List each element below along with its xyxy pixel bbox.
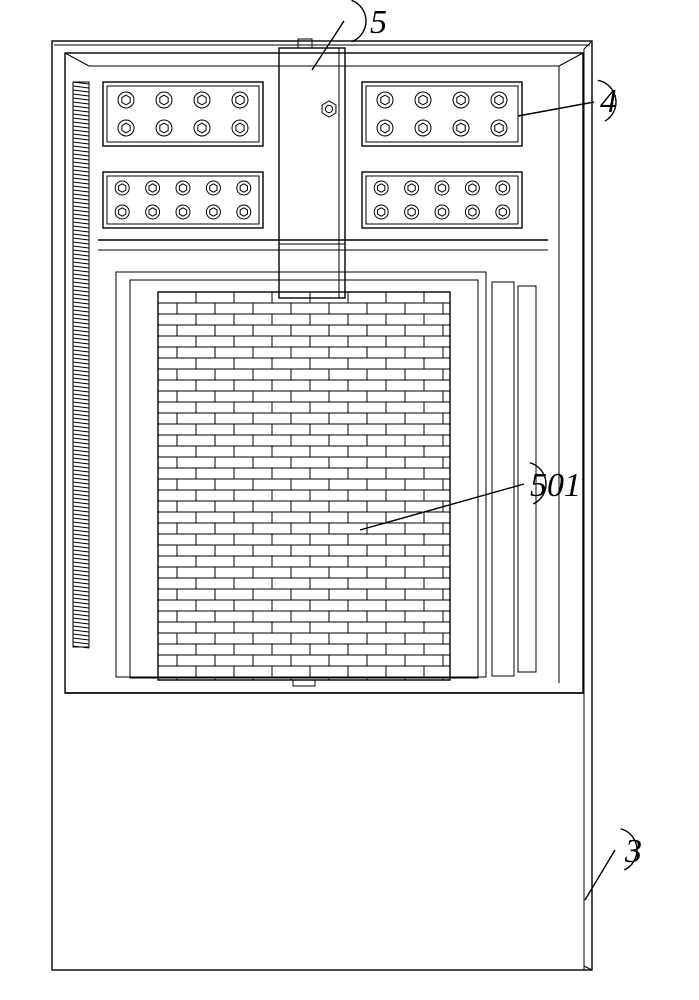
callout-label: 3 <box>624 833 642 870</box>
callout-label: 4 <box>600 83 617 120</box>
callout-label: 501 <box>530 467 581 504</box>
callout-label: 5 <box>370 4 387 41</box>
